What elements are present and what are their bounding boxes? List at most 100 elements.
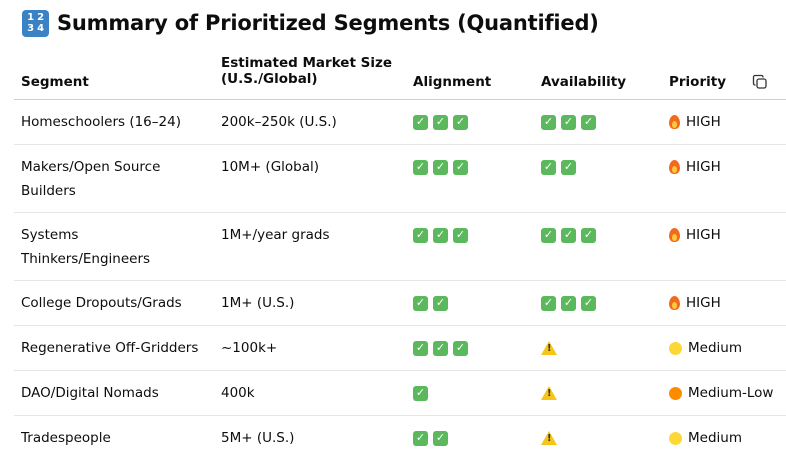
check-mark-button-icon: ✓	[413, 159, 428, 175]
cell-alignment: ✓	[413, 381, 533, 405]
cell-alignment: ✓ ✓ ✓	[413, 110, 533, 134]
cell-segment: Makers/Open Source Builders	[21, 155, 211, 203]
cell-market-size: 400k	[221, 385, 255, 401]
cell-alignment: ✓ ✓	[413, 426, 533, 450]
check-mark-button-icon: ✓	[413, 430, 428, 446]
cell-priority: HIGH	[669, 110, 784, 134]
check-mark-button-icon: ✓	[413, 340, 428, 356]
segment-name-line1: Homeschoolers (16–24)	[21, 114, 181, 130]
check-mark-button-icon: ✓	[541, 114, 556, 130]
segment-name-line1: College Dropouts/Grads	[21, 295, 182, 311]
header-priority: Priority	[669, 74, 726, 90]
keycap-1234-icon: 1 2 3 4	[22, 9, 49, 37]
cell-segment: Tradespeople	[21, 426, 211, 450]
check-mark-button-icon: ✓	[581, 295, 596, 311]
cell-availability: !	[541, 381, 661, 405]
priority-label: Medium-Low	[688, 385, 774, 401]
table-row: Systems Thinkers/Engineers 1M+/year grads ✓…	[14, 213, 786, 281]
check-mark-button-icon: ✓	[433, 114, 448, 130]
cell-availability: !	[541, 336, 661, 360]
copy-icon[interactable]	[752, 74, 768, 90]
priority-label: Medium	[688, 430, 742, 446]
cell-availability: ✓ ✓ ✓	[541, 110, 661, 134]
segment-name-line1: Regenerative Off-Gridders	[21, 340, 199, 356]
cell-priority: Medium	[669, 336, 784, 360]
table-row: Makers/Open Source Builders 10M+ (Global) ✓…	[14, 145, 786, 213]
yellow-circle-icon	[669, 341, 682, 355]
check-mark-button-icon: ✓	[561, 227, 576, 243]
cell-segment: DAO/Digital Nomads	[21, 381, 211, 405]
cell-availability: !	[541, 426, 661, 450]
priority-label: HIGH	[686, 227, 721, 243]
check-mark-button-icon: ✓	[541, 295, 556, 311]
segment-name-line1: DAO/Digital Nomads	[21, 385, 159, 401]
check-mark-button-icon: ✓	[433, 340, 448, 356]
cell-segment: Homeschoolers (16–24)	[21, 110, 211, 134]
page-title: Summary of Prioritized Segments (Quantif…	[57, 11, 599, 35]
cell-segment: Systems Thinkers/Engineers	[21, 223, 211, 271]
segment-name-line1: Tradespeople	[21, 430, 111, 446]
check-mark-button-icon: ✓	[561, 114, 576, 130]
check-mark-button-icon: ✓	[453, 340, 468, 356]
warning-icon: !	[541, 386, 557, 400]
cell-market-size: 10M+ (Global)	[221, 159, 320, 175]
check-mark-button-icon: ✓	[581, 114, 596, 130]
cell-availability: ✓ ✓ ✓	[541, 223, 661, 247]
fire-icon	[669, 115, 680, 129]
cell-segment: Regenerative Off-Gridders	[21, 336, 211, 360]
header-market-size-line2: (U.S./Global)	[221, 71, 318, 87]
cell-alignment: ✓ ✓ ✓	[413, 223, 533, 247]
header-alignment: Alignment	[413, 74, 492, 90]
priority-label: HIGH	[686, 159, 721, 175]
segment-name-line1: Systems	[21, 227, 79, 243]
segment-name-line1: Makers/Open Source	[21, 159, 161, 175]
cell-market-size: 1M+/year grads	[221, 227, 330, 243]
table-row: DAO/Digital Nomads 400k ✓! Medium-Low	[14, 371, 786, 416]
check-mark-button-icon: ✓	[413, 295, 428, 311]
cell-market-size: ~100k+	[221, 340, 278, 356]
cell-market-size: 200k–250k (U.S.)	[221, 114, 337, 130]
cell-segment: College Dropouts/Grads	[21, 291, 211, 315]
fire-icon	[669, 296, 680, 310]
table-row: Tradespeople 5M+ (U.S.) ✓ ✓! Medium	[14, 416, 786, 461]
cell-priority: Medium	[669, 426, 784, 450]
check-mark-button-icon: ✓	[413, 385, 428, 401]
warning-icon: !	[541, 431, 557, 445]
check-mark-button-icon: ✓	[433, 430, 448, 446]
cell-market-size: 5M+ (U.S.)	[221, 430, 295, 446]
check-mark-button-icon: ✓	[453, 159, 468, 175]
cell-priority: HIGH	[669, 155, 784, 179]
cell-priority: HIGH	[669, 223, 784, 247]
cell-alignment: ✓ ✓ ✓	[413, 155, 533, 179]
table-row: College Dropouts/Grads 1M+ (U.S.) ✓ ✓ ✓ ✓ ✓ HIG…	[14, 281, 786, 326]
cell-availability: ✓ ✓ ✓	[541, 291, 661, 315]
check-mark-button-icon: ✓	[433, 159, 448, 175]
priority-label: Medium	[688, 340, 742, 356]
check-mark-button-icon: ✓	[433, 295, 448, 311]
table-row: Regenerative Off-Gridders ~100k+ ✓ ✓ ✓! Mediu…	[14, 326, 786, 371]
header-market-size: Estimated Market Size (U.S./Global)	[221, 55, 406, 87]
header-availability: Availability	[541, 74, 627, 90]
table-header-row: Segment Estimated Market Size (U.S./Glob…	[14, 55, 786, 100]
segment-name-line2: Builders	[21, 183, 76, 199]
check-mark-button-icon: ✓	[453, 227, 468, 243]
header-segment: Segment	[21, 74, 89, 90]
cell-availability: ✓ ✓	[541, 155, 661, 179]
cell-alignment: ✓ ✓ ✓	[413, 336, 533, 360]
table-row: Homeschoolers (16–24) 200k–250k (U.S.) ✓ ✓ ✓…	[14, 100, 786, 145]
priority-label: HIGH	[686, 295, 721, 311]
yellow-circle-icon	[669, 431, 682, 445]
check-mark-button-icon: ✓	[541, 159, 556, 175]
warning-icon: !	[541, 341, 557, 355]
cell-market-size: 1M+ (U.S.)	[221, 295, 295, 311]
header-market-size-line1: Estimated Market Size	[221, 55, 392, 71]
segment-name-line2: Thinkers/Engineers	[21, 251, 151, 267]
page-heading: 1 2 3 4 Summary of Prioritized Segments …	[22, 8, 599, 38]
check-mark-button-icon: ✓	[561, 159, 576, 175]
check-mark-button-icon: ✓	[453, 114, 468, 130]
fire-icon	[669, 160, 680, 174]
check-mark-button-icon: ✓	[581, 227, 596, 243]
check-mark-button-icon: ✓	[541, 227, 556, 243]
cell-priority: HIGH	[669, 291, 784, 315]
check-mark-button-icon: ✓	[413, 114, 428, 130]
